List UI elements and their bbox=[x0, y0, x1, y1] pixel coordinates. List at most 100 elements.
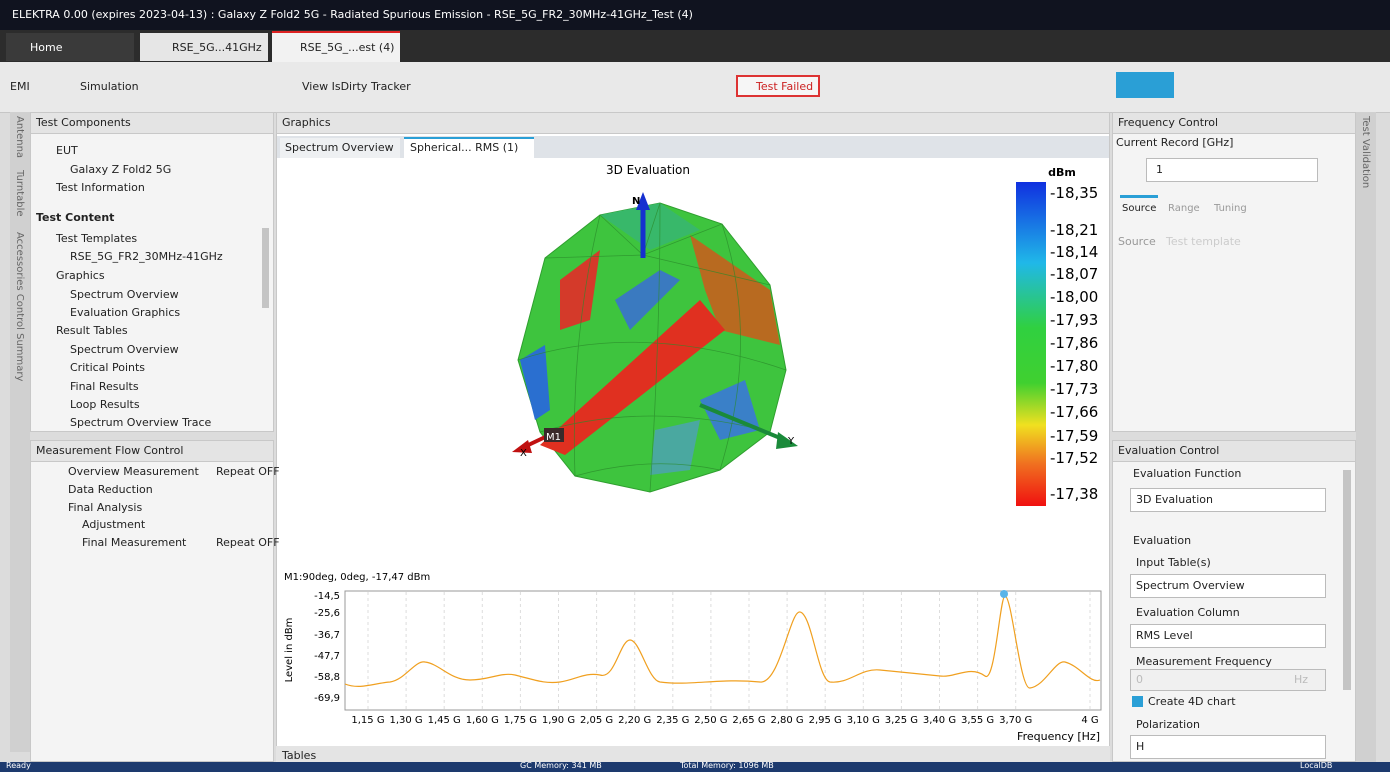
x-tick-label: 1,45 G bbox=[428, 715, 461, 726]
status-badge[interactable] bbox=[736, 75, 820, 97]
status-label[interactable]: Test Failed bbox=[756, 80, 814, 93]
tree-item[interactable]: Galaxy Z Fold2 5G bbox=[70, 163, 172, 176]
field-label: Evaluation Column bbox=[1136, 606, 1240, 619]
scale-label: -17,80 bbox=[1050, 357, 1098, 375]
dropdown-value[interactable]: RMS Level bbox=[1136, 629, 1193, 642]
tree-item[interactable]: Spectrum Overview bbox=[70, 288, 179, 301]
panel-header bbox=[1113, 113, 1355, 134]
flow-item[interactable]: Adjustment bbox=[82, 518, 146, 531]
sub-tab[interactable]: Tuning bbox=[1214, 203, 1247, 214]
side-tab[interactable]: Antenna bbox=[14, 116, 25, 159]
title-bar bbox=[0, 0, 1390, 30]
x-tick-label: 2,95 G bbox=[809, 715, 842, 726]
field-value[interactable]: Test template bbox=[1166, 235, 1241, 248]
flow-item[interactable]: Overview Measurement bbox=[68, 465, 199, 478]
record-input[interactable] bbox=[1146, 158, 1318, 182]
frequency-input[interactable] bbox=[1130, 669, 1326, 691]
tab-label[interactable]: RSE_5G_...est (4) bbox=[300, 41, 395, 54]
scale-unit: dBm bbox=[1048, 166, 1076, 179]
tree-item[interactable]: Result Tables bbox=[56, 324, 128, 337]
tree-item[interactable]: Critical Points bbox=[70, 361, 146, 374]
scale-label: -18,14 bbox=[1050, 243, 1098, 261]
dropdown-value[interactable]: H bbox=[1136, 740, 1145, 753]
field-label: Input Table(s) bbox=[1136, 556, 1211, 569]
scale-label: -17,59 bbox=[1050, 427, 1098, 445]
x-tick-label: 2,05 G bbox=[580, 715, 613, 726]
doc-tab-active[interactable] bbox=[404, 137, 534, 158]
dropdown[interactable] bbox=[1130, 574, 1326, 598]
y-tick-label: -69,9 bbox=[314, 693, 340, 704]
field-label: Source bbox=[1118, 235, 1156, 248]
tab[interactable] bbox=[6, 33, 134, 61]
marker-label: M1 bbox=[546, 432, 561, 443]
tree-item[interactable]: RSE_5G_FR2_30MHz-41GHz bbox=[70, 250, 223, 263]
side-strip bbox=[10, 112, 30, 752]
tab-label[interactable]: Home bbox=[30, 41, 63, 54]
status-bar bbox=[0, 762, 1390, 772]
scale-label: -17,38 bbox=[1050, 485, 1098, 503]
tree-item[interactable]: Spectrum Overview bbox=[70, 343, 179, 356]
dropdown[interactable] bbox=[1130, 735, 1326, 759]
x-tick-label: 2,80 G bbox=[770, 715, 803, 726]
tree-item[interactable]: Test Content bbox=[36, 211, 115, 224]
field-label: Current Record [GHz] bbox=[1116, 136, 1234, 149]
scale-label: -17,86 bbox=[1050, 334, 1098, 352]
dropdown[interactable] bbox=[1130, 624, 1326, 648]
status-text: Ready bbox=[6, 761, 31, 770]
tab-indicator bbox=[1120, 195, 1158, 198]
side-tab[interactable]: Test Validation bbox=[1360, 116, 1371, 189]
tree-item[interactable]: Test Information bbox=[56, 181, 145, 194]
x-tick-label: 3,25 G bbox=[885, 715, 918, 726]
flow-item[interactable]: Final Measurement bbox=[82, 536, 187, 549]
flow-item[interactable]: Final Analysis bbox=[68, 501, 143, 514]
doc-tab[interactable] bbox=[280, 138, 400, 158]
y-tick-label: -47,7 bbox=[314, 651, 340, 662]
tree-item[interactable]: Loop Results bbox=[70, 398, 140, 411]
dropdown-value[interactable]: 3D Evaluation bbox=[1136, 493, 1214, 506]
view-toggle[interactable] bbox=[1116, 72, 1174, 98]
tab-active[interactable] bbox=[272, 31, 400, 63]
dropdown-value[interactable]: Spectrum Overview bbox=[1136, 579, 1245, 592]
panel-header bbox=[31, 113, 273, 134]
checkbox[interactable] bbox=[1132, 696, 1143, 707]
tree-item[interactable]: Evaluation Graphics bbox=[70, 306, 181, 319]
scrollbar[interactable] bbox=[262, 228, 269, 308]
doc-tab-label[interactable]: Spectrum Overview bbox=[285, 141, 394, 154]
tree-item[interactable]: EUT bbox=[56, 144, 78, 157]
tab-label[interactable]: RSE_5G...41GHz bbox=[172, 41, 262, 54]
color-scale bbox=[1016, 182, 1046, 506]
dropdown[interactable] bbox=[1130, 488, 1326, 512]
chart-title: 3D Evaluation bbox=[606, 163, 690, 177]
sub-tab[interactable]: Source bbox=[1122, 203, 1157, 214]
tree-item[interactable]: Spectrum Overview Trace bbox=[70, 416, 212, 429]
checkbox-label[interactable]: Create 4D chart bbox=[1148, 695, 1236, 708]
x-tick-label: 1,75 G bbox=[504, 715, 537, 726]
section-label: Evaluation bbox=[1133, 534, 1192, 547]
flow-item[interactable]: Data Reduction bbox=[68, 483, 153, 496]
scrollbar[interactable] bbox=[1343, 470, 1351, 690]
panel-title: Test Components bbox=[36, 116, 131, 129]
field-value[interactable]: 1 bbox=[1156, 163, 1163, 176]
marker-info: M1:90deg, 0deg, -17,47 dBm bbox=[284, 572, 430, 583]
y-tick-label: -25,6 bbox=[314, 608, 340, 619]
field-value[interactable]: 0 bbox=[1136, 673, 1143, 686]
tree-item[interactable]: Test Templates bbox=[56, 232, 138, 245]
y-tick-label: -58,8 bbox=[314, 672, 340, 683]
axis-label: N bbox=[632, 196, 640, 207]
tree-item[interactable]: Graphics bbox=[56, 269, 105, 282]
doc-tab-label[interactable]: Spherical... RMS (1) bbox=[410, 141, 519, 154]
tree-item[interactable]: Final Results bbox=[70, 380, 139, 393]
side-tab[interactable]: Accessories Control Summary bbox=[14, 232, 25, 382]
button-label[interactable]: Simulation bbox=[80, 80, 139, 93]
y-tick-label: -36,7 bbox=[314, 630, 340, 641]
side-tab[interactable]: Turntable bbox=[14, 170, 25, 217]
tab[interactable] bbox=[140, 33, 268, 61]
scale-label: -17,73 bbox=[1050, 380, 1098, 398]
unit-label: Hz bbox=[1294, 673, 1309, 686]
x-tick-label: 2,50 G bbox=[694, 715, 727, 726]
button-label[interactable]: View IsDirty Tracker bbox=[302, 80, 411, 93]
sub-tab[interactable]: Range bbox=[1168, 203, 1200, 214]
mode-label: EMI bbox=[10, 80, 30, 93]
